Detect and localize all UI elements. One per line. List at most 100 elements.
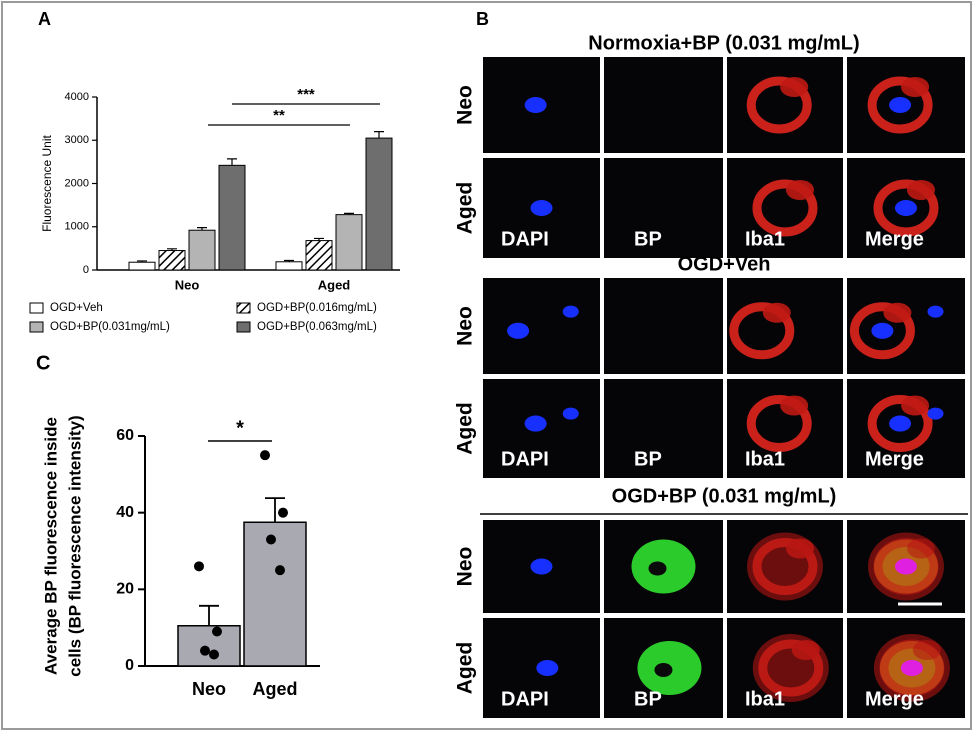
significance-label: *** xyxy=(297,86,315,103)
y-tick-label: 20 xyxy=(116,581,134,598)
error-bar xyxy=(265,497,285,523)
dapi-signal xyxy=(895,200,917,216)
iba1-signal xyxy=(746,76,812,134)
y-axis-label: cells (BP fluorescence intensity) xyxy=(65,415,84,676)
error-bar xyxy=(284,259,294,262)
dapi-signal xyxy=(889,97,912,113)
micro-content xyxy=(868,532,944,601)
dapi-signal xyxy=(871,322,894,339)
error-bar xyxy=(374,131,384,139)
y-tick-label: 0 xyxy=(83,264,89,276)
dapi-signal xyxy=(927,407,944,420)
micro-image xyxy=(727,158,843,258)
x-tick-label: Neo xyxy=(192,679,226,699)
section-title: OGD+BP (0.031 mg/mL) xyxy=(612,485,837,507)
iba1-signal xyxy=(901,395,930,416)
column-label: BP xyxy=(634,688,662,710)
micro-content xyxy=(524,97,547,113)
bp-signal xyxy=(648,561,667,576)
error-bar xyxy=(344,212,354,215)
micro-content xyxy=(530,200,553,216)
significance-label: * xyxy=(236,417,244,439)
column-label: DAPI xyxy=(501,448,549,470)
legend-label: OGD+BP(0.016mg/mL) xyxy=(257,302,377,314)
micro-content xyxy=(637,641,702,695)
row-label: Aged xyxy=(454,642,477,695)
legend-swatch xyxy=(29,321,44,333)
bar xyxy=(128,261,156,271)
micro-content xyxy=(536,660,559,676)
bar xyxy=(218,164,246,271)
y-axis-label: Average BP fluorescence inside xyxy=(41,417,60,675)
legend-label: OGD+BP(0.031mg/mL) xyxy=(50,321,170,333)
dapi-signal xyxy=(562,305,579,318)
iba1-signal xyxy=(780,395,809,416)
section-title: Normoxia+BP (0.031 mg/mL) xyxy=(588,32,859,54)
micro-content xyxy=(746,76,812,134)
iba1-signal xyxy=(849,302,915,360)
micro-content xyxy=(507,305,579,339)
panel-label: A xyxy=(38,9,51,29)
legend-label: OGD+BP(0.063mg/mL) xyxy=(257,321,377,333)
bar xyxy=(275,261,303,271)
bar xyxy=(243,521,307,667)
iba1-signal xyxy=(752,179,818,237)
dapi-signal xyxy=(562,407,579,420)
dapi-signal xyxy=(507,322,530,339)
y-tick-label: 60 xyxy=(116,427,134,444)
bar xyxy=(365,137,393,271)
micro-image xyxy=(604,158,723,258)
column-label: DAPI xyxy=(501,228,549,250)
panel-label: C xyxy=(36,352,50,374)
micro-content xyxy=(530,558,553,575)
bar xyxy=(335,214,363,271)
iba1-signal xyxy=(901,77,930,97)
bar xyxy=(188,229,216,271)
micro-image xyxy=(483,278,600,374)
y-tick-label: 4000 xyxy=(65,91,89,103)
x-tick-label: Aged xyxy=(318,277,351,292)
column-label: BP xyxy=(634,448,662,470)
iba1-signal xyxy=(729,302,795,360)
error-bar xyxy=(199,604,219,626)
dapi-signal xyxy=(530,558,553,575)
panel-label: B xyxy=(476,9,489,29)
data-point xyxy=(260,450,270,461)
bp-signal xyxy=(654,663,673,677)
iba1-signal xyxy=(780,77,809,97)
dapi-signal xyxy=(927,305,944,318)
bar xyxy=(177,625,241,667)
legend-swatch xyxy=(29,302,44,314)
row-label: Aged xyxy=(454,182,477,235)
micro-content xyxy=(631,539,696,594)
column-label: BP xyxy=(634,228,662,250)
iba1-signal xyxy=(867,395,933,453)
error-bar xyxy=(314,237,324,241)
column-label: Iba1 xyxy=(745,448,785,470)
micro-image xyxy=(604,379,723,478)
iba1-signal xyxy=(747,532,823,601)
column-label: Iba1 xyxy=(745,228,785,250)
y-tick-label: 40 xyxy=(116,504,134,521)
iba1-signal xyxy=(883,302,912,323)
data-point xyxy=(275,565,285,576)
column-label: DAPI xyxy=(501,688,549,710)
bar xyxy=(158,250,186,271)
section-title: OGD+Veh xyxy=(678,253,771,275)
error-bar xyxy=(167,248,177,251)
dapi-signal xyxy=(895,558,917,575)
legend-swatch xyxy=(236,321,251,333)
iba1-signal xyxy=(867,76,933,134)
row-label: Neo xyxy=(454,306,477,346)
iba1-signal xyxy=(786,180,814,200)
micro-content xyxy=(746,395,812,453)
micro-content xyxy=(524,407,579,432)
y-tick-label: 3000 xyxy=(65,134,89,146)
data-point xyxy=(212,626,222,637)
micro-content xyxy=(867,395,944,453)
dapi-signal xyxy=(900,660,923,676)
column-label: Merge xyxy=(865,448,924,470)
error-bar xyxy=(227,158,237,166)
x-tick-label: Aged xyxy=(253,679,298,699)
